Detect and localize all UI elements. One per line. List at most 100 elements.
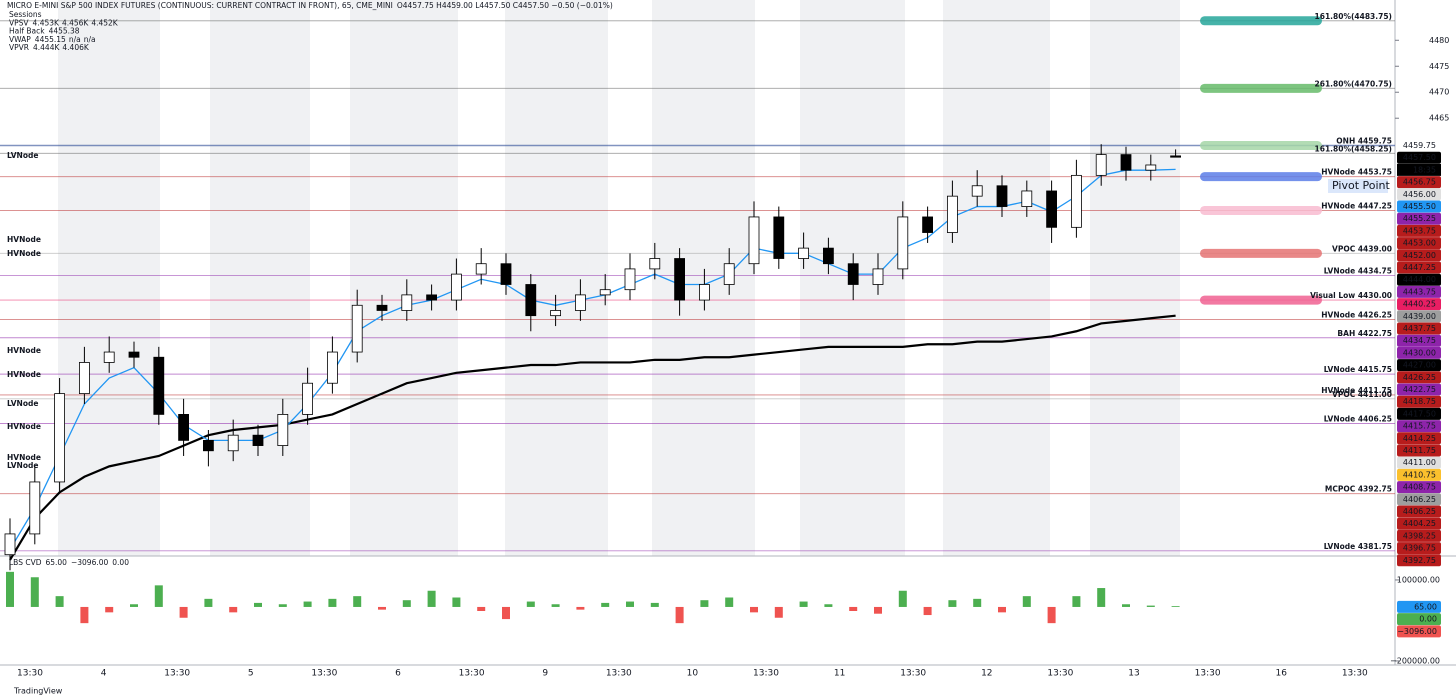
cvd-bar	[824, 604, 833, 607]
cvd-badge	[1397, 600, 1441, 613]
cvd-bar	[923, 606, 932, 616]
left-node-label: LVNode	[7, 151, 38, 160]
candle-body	[525, 284, 537, 317]
left-node-label: HVNode	[7, 453, 41, 462]
left-node-label: HVNode	[7, 235, 41, 244]
price-badge	[1397, 322, 1441, 335]
level-zone	[1200, 83, 1322, 93]
cvd-bar	[576, 606, 585, 610]
level-label: 161.80%(4458.25)	[1315, 144, 1392, 153]
cvd-bar	[229, 606, 238, 613]
level-zone	[1200, 140, 1322, 150]
x-tick-label: 13:30	[311, 669, 337, 679]
price-badge	[1397, 298, 1441, 311]
cvd-badge-label: −3096.00	[1397, 627, 1437, 636]
cvd-bar	[601, 602, 610, 607]
price-badge-label: 4427.00	[1403, 361, 1436, 370]
cvd-bar	[328, 598, 337, 607]
countdown-badge	[1397, 163, 1441, 176]
cvd-bar	[700, 600, 709, 607]
cvd-badge-label: 65.00	[1414, 602, 1437, 611]
price-badge	[1397, 151, 1441, 164]
level-label: LVNode 4406.25	[1324, 414, 1392, 423]
level-label: Visual Low 4430.00	[1310, 291, 1392, 300]
indicator-name: VWAP	[9, 35, 31, 44]
candle-body	[773, 216, 785, 259]
cvd-bar	[303, 601, 312, 607]
x-tick-label: 11	[834, 669, 845, 679]
candle-body	[450, 273, 462, 301]
x-tick-label: 16	[1275, 669, 1287, 679]
price-badge	[1397, 432, 1441, 445]
candle-body	[748, 216, 760, 265]
candle-body	[79, 362, 90, 395]
cvd-bar	[154, 585, 163, 607]
price-badge	[1397, 407, 1441, 420]
price-badge-label: 4422.75	[1403, 385, 1436, 394]
level-label: LVNode 4434.75	[1324, 266, 1392, 275]
price-badge	[1397, 346, 1441, 359]
level-label: BAH 4422.75	[1337, 329, 1392, 338]
price-badge-label: 4440.25	[1403, 300, 1436, 309]
candle-body	[326, 351, 338, 384]
cvd-bar	[948, 600, 957, 607]
candle-body	[723, 263, 735, 285]
left-node-label: HVNode	[7, 370, 41, 379]
candle-body	[674, 258, 685, 301]
cvd-bar	[353, 596, 362, 607]
candle-body	[29, 481, 41, 535]
x-tick-label: 4	[101, 669, 107, 679]
cvd-bar	[750, 606, 758, 613]
candle-body	[847, 263, 859, 285]
session-band	[505, 0, 608, 556]
level-label: VPOC 4411.00	[1332, 390, 1392, 399]
pivot-label: Pivot Point	[1332, 179, 1390, 192]
cvd-bar	[477, 606, 486, 611]
level-label: HVNode 4447.25	[1321, 201, 1392, 210]
cvd-bar	[1022, 596, 1031, 607]
price-badge	[1397, 139, 1441, 152]
candle-body	[1095, 154, 1107, 176]
level-zone	[1200, 172, 1322, 182]
level-zone	[1200, 295, 1322, 305]
price-badge-label: 4453.75	[1403, 226, 1436, 235]
price-badge-label: 4439.00	[1403, 312, 1436, 321]
price-badge-label: 4410.75	[1403, 470, 1436, 479]
price-badge	[1397, 481, 1441, 494]
cvd-title: LBS CVD	[9, 558, 42, 567]
level-label: HVNode 4411.75	[1321, 386, 1392, 395]
price-badge	[1397, 200, 1441, 213]
cvd-bar	[725, 597, 734, 607]
x-tick-label: 13:30	[606, 669, 632, 679]
price-badge	[1397, 224, 1441, 237]
price-badge-label: 4456.75	[1403, 178, 1436, 187]
price-badge-label: 4408.75	[1403, 483, 1436, 492]
cvd-bar	[105, 606, 114, 613]
price-badge	[1397, 371, 1441, 384]
cvd-bar	[1047, 606, 1056, 624]
cvd-bar	[204, 598, 213, 607]
candle-body	[1170, 155, 1181, 158]
price-badge	[1397, 334, 1441, 347]
indicator-value: n/a	[69, 35, 81, 44]
cvd-badge	[1397, 625, 1441, 638]
price-badge-label: 4411.75	[1403, 446, 1436, 455]
level-label: ONH 4459.75	[1336, 136, 1392, 145]
cvd-bar	[799, 601, 808, 607]
candle-body	[649, 258, 661, 270]
candle-body	[798, 247, 809, 259]
candle-body	[401, 294, 413, 311]
candle-body	[575, 294, 586, 311]
session-band	[943, 0, 1050, 556]
level-zone	[1200, 205, 1322, 215]
price-badge	[1397, 237, 1441, 250]
x-tick-label: 13:30	[1047, 669, 1073, 679]
indicator-value: n/a	[84, 35, 96, 44]
footer-brand: TradingView	[13, 687, 63, 696]
cvd-bar	[55, 596, 64, 607]
price-badge	[1397, 493, 1441, 506]
cvd-bar	[526, 601, 535, 607]
level-label: HVNode 4453.75	[1321, 168, 1392, 177]
cvd-bar	[278, 604, 287, 607]
price-badge-label: 4443.75	[1403, 287, 1436, 296]
